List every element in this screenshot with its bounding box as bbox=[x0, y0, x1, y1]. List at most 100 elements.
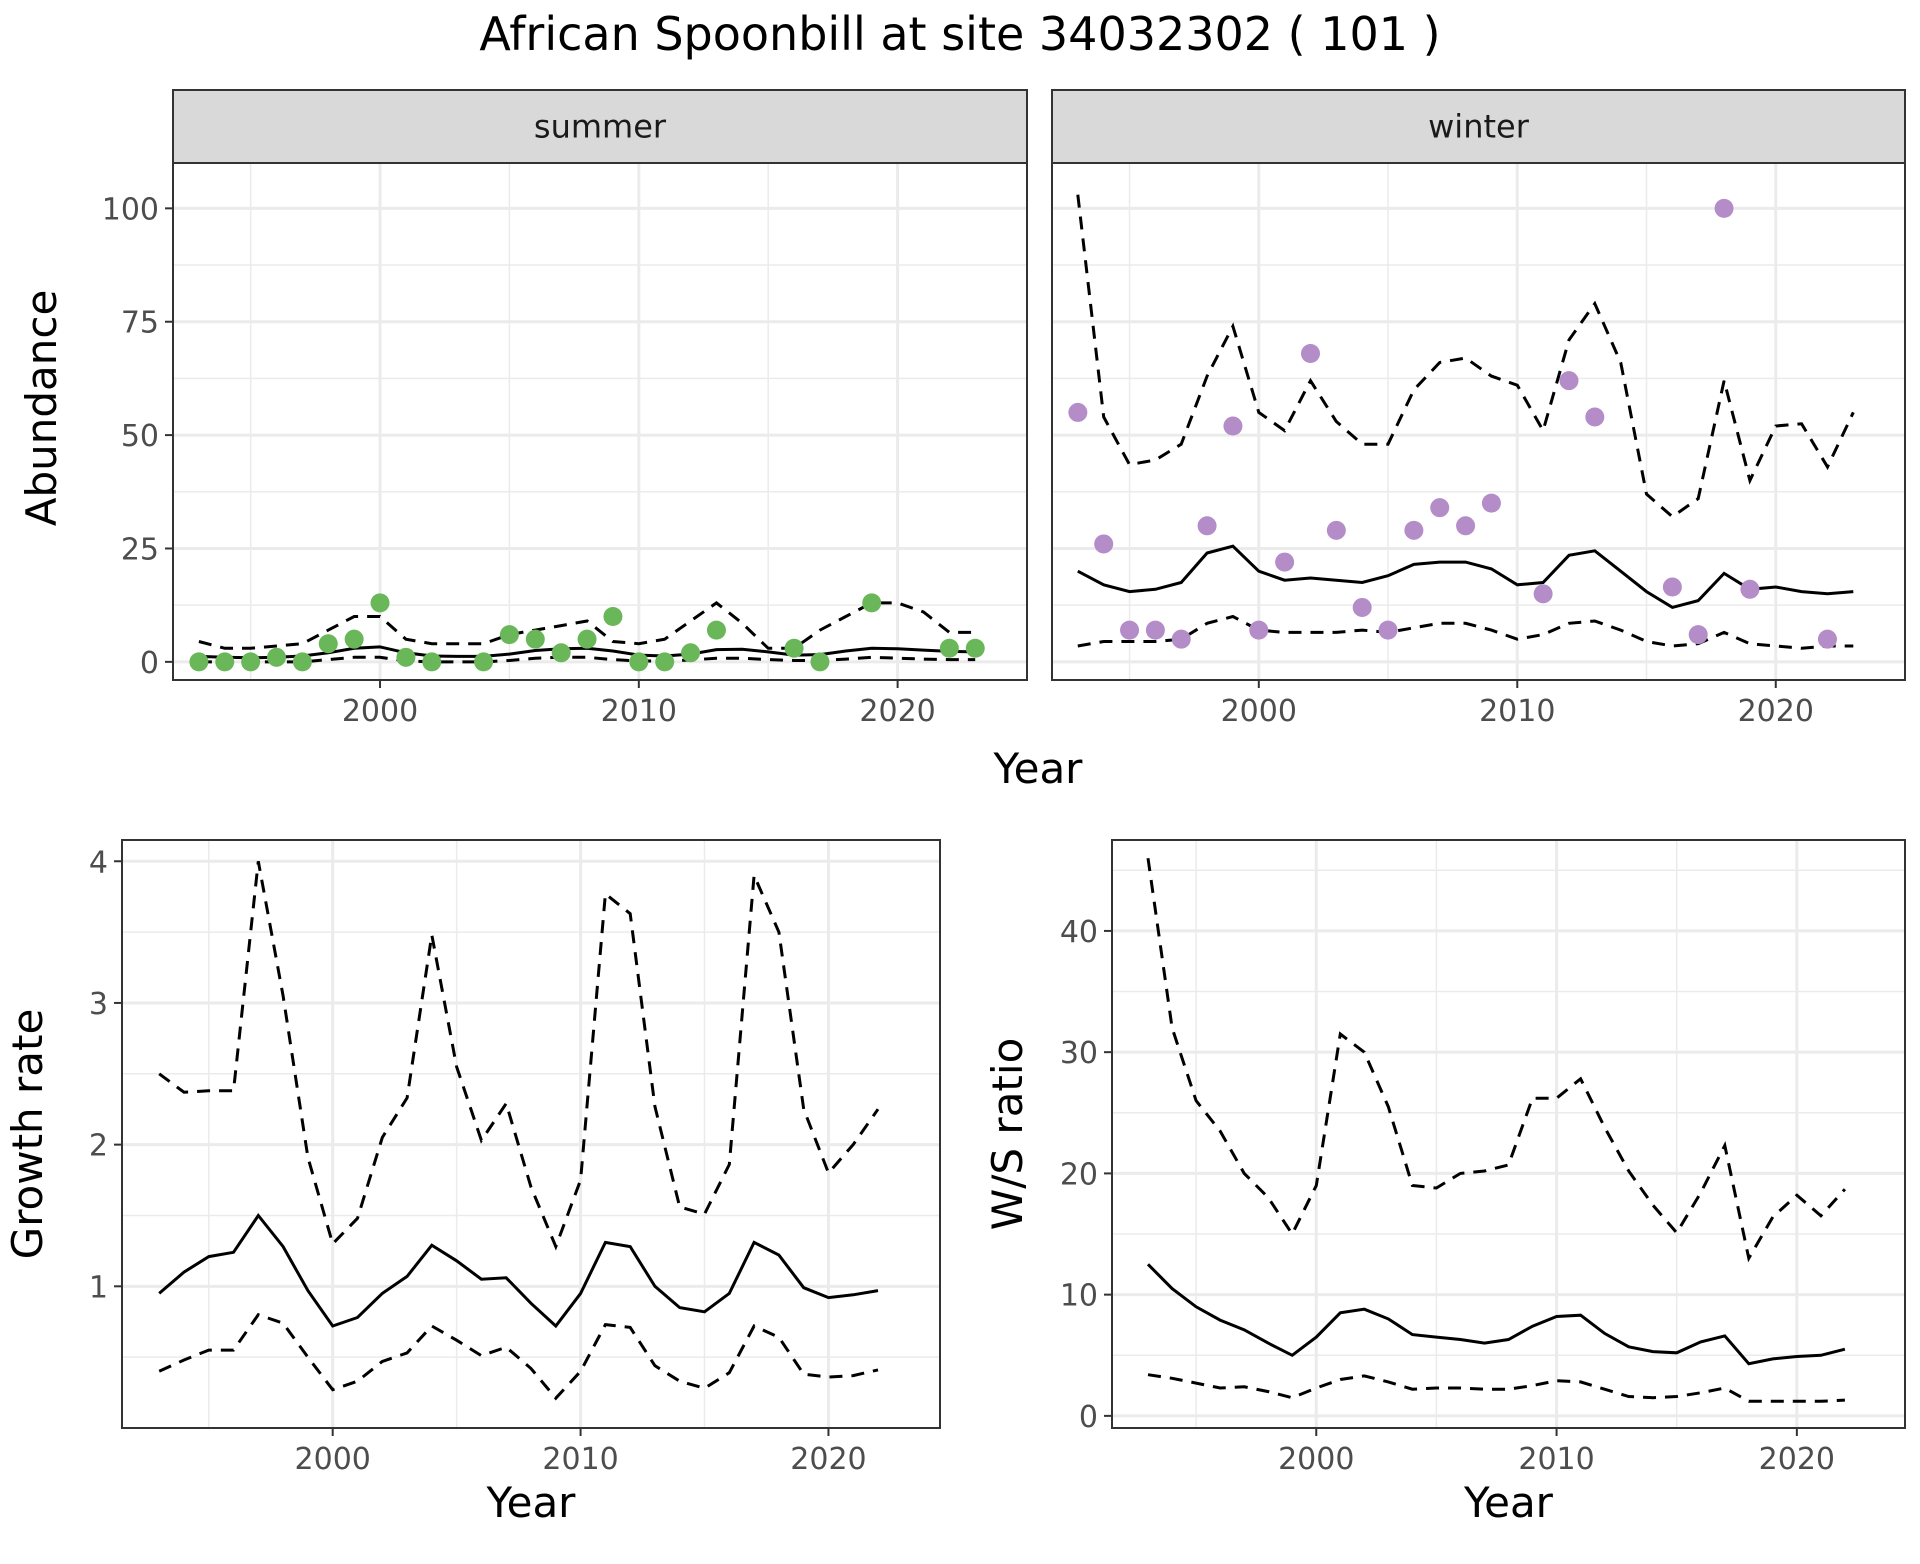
data-point bbox=[292, 652, 312, 672]
data-point bbox=[1533, 584, 1553, 604]
panel-border bbox=[121, 839, 941, 1429]
lower-bound-line bbox=[1147, 1373, 1845, 1403]
data-point bbox=[1378, 620, 1398, 640]
data-point bbox=[1094, 534, 1114, 554]
data-point bbox=[810, 652, 830, 672]
chart-title: African Spoonbill at site 34032302 ( 101… bbox=[479, 7, 1440, 61]
strip-label: winter bbox=[1428, 108, 1530, 146]
lower-bound-line bbox=[198, 655, 976, 664]
mean-line bbox=[1077, 544, 1854, 610]
y-tick-label: 25 bbox=[121, 532, 159, 567]
summer-panel: summer 2000 2010 2020 0 25 50 75 100 bbox=[102, 89, 1028, 729]
y-tick-label: 3 bbox=[89, 987, 108, 1022]
y-tick-label: 20 bbox=[1060, 1157, 1098, 1192]
y-axis-title: W/S ratio bbox=[983, 1038, 1032, 1231]
data-point bbox=[499, 625, 519, 645]
winter-panel: winter 2000 2010 2020 bbox=[1051, 89, 1906, 729]
data-point bbox=[681, 643, 701, 663]
x-tick-label: 2000 bbox=[342, 694, 418, 729]
y-tick-label: 2 bbox=[89, 1129, 108, 1164]
data-point bbox=[241, 652, 261, 672]
data-point bbox=[1300, 343, 1320, 363]
x-tick-label: 2020 bbox=[1738, 694, 1814, 729]
data-point bbox=[1223, 416, 1243, 436]
y-tick-label: 0 bbox=[140, 646, 159, 681]
panel-background bbox=[122, 840, 940, 1428]
x-tick-label: 2000 bbox=[1278, 1442, 1354, 1477]
data-point bbox=[1145, 620, 1165, 640]
x-tick-label: 2010 bbox=[1518, 1442, 1594, 1477]
upper-bound-line bbox=[198, 601, 976, 650]
data-point bbox=[525, 629, 545, 649]
data-point bbox=[1481, 493, 1501, 513]
data-point bbox=[422, 652, 442, 672]
data-point bbox=[629, 652, 649, 672]
mean-line bbox=[1146, 1263, 1846, 1366]
data-point bbox=[1714, 198, 1734, 218]
x-axis-title: Year bbox=[1463, 1478, 1554, 1527]
upper-bound-line bbox=[1146, 857, 1847, 1263]
data-point bbox=[318, 634, 338, 654]
data-point bbox=[655, 652, 675, 672]
data-point bbox=[474, 652, 494, 672]
x-tick-label: 2010 bbox=[1479, 694, 1555, 729]
y-tick-label: 4 bbox=[89, 845, 108, 880]
data-point bbox=[1688, 625, 1708, 645]
data-point bbox=[189, 652, 209, 672]
mean-line bbox=[158, 1212, 879, 1329]
y-tick-label: 50 bbox=[121, 419, 159, 454]
data-point bbox=[1197, 516, 1217, 536]
panel-border bbox=[1111, 839, 1906, 1429]
data-point bbox=[1585, 407, 1605, 427]
y-tick-label: 40 bbox=[1060, 915, 1098, 950]
growth-rate-panel: 2000 2010 2020 1 2 3 4 Year Growth rate bbox=[3, 839, 941, 1527]
x-tick-label: 2020 bbox=[1759, 1442, 1835, 1477]
data-point bbox=[1430, 498, 1450, 518]
upper-bound-line bbox=[158, 861, 880, 1251]
panel-background bbox=[173, 163, 1027, 680]
data-point bbox=[965, 638, 985, 658]
x-tick-label: 2000 bbox=[1221, 694, 1297, 729]
panel-background bbox=[1052, 163, 1905, 680]
data-point bbox=[215, 652, 235, 672]
data-point bbox=[603, 607, 623, 627]
data-point bbox=[1275, 552, 1295, 572]
y-axis-title: Growth rate bbox=[3, 1009, 52, 1260]
x-tick-label: 2010 bbox=[542, 1442, 618, 1477]
lower-bound-line bbox=[158, 1312, 879, 1401]
data-point bbox=[862, 593, 882, 613]
y-tick-label: 0 bbox=[1079, 1400, 1098, 1435]
data-point bbox=[344, 629, 364, 649]
y-tick-label: 75 bbox=[121, 306, 159, 341]
x-tick-label: 2010 bbox=[601, 694, 677, 729]
x-axis-title: Year bbox=[486, 1478, 577, 1527]
data-point bbox=[1456, 516, 1476, 536]
strip-background bbox=[1051, 89, 1906, 164]
data-point bbox=[1662, 577, 1682, 597]
y-tick-label: 1 bbox=[89, 1270, 108, 1305]
y-tick-label: 30 bbox=[1060, 1036, 1098, 1071]
strip-label: summer bbox=[534, 108, 667, 146]
top-y-axis-title: Abundance bbox=[17, 290, 66, 527]
data-point bbox=[1326, 520, 1346, 540]
data-point bbox=[1249, 620, 1269, 640]
data-point bbox=[784, 638, 804, 658]
top-x-axis-title: Year bbox=[993, 744, 1084, 793]
x-tick-label: 2020 bbox=[790, 1442, 866, 1477]
data-point bbox=[1352, 597, 1372, 617]
data-point bbox=[396, 647, 416, 667]
data-point bbox=[1740, 579, 1760, 599]
data-point bbox=[939, 638, 959, 658]
data-point bbox=[1559, 371, 1579, 391]
data-point bbox=[1171, 629, 1191, 649]
data-point bbox=[551, 643, 571, 663]
data-point bbox=[1404, 520, 1424, 540]
data-point bbox=[370, 593, 390, 613]
data-point bbox=[706, 620, 726, 640]
data-point bbox=[577, 629, 597, 649]
data-point bbox=[1817, 629, 1837, 649]
y-tick-label: 100 bbox=[102, 192, 159, 227]
y-tick-label: 10 bbox=[1060, 1279, 1098, 1314]
